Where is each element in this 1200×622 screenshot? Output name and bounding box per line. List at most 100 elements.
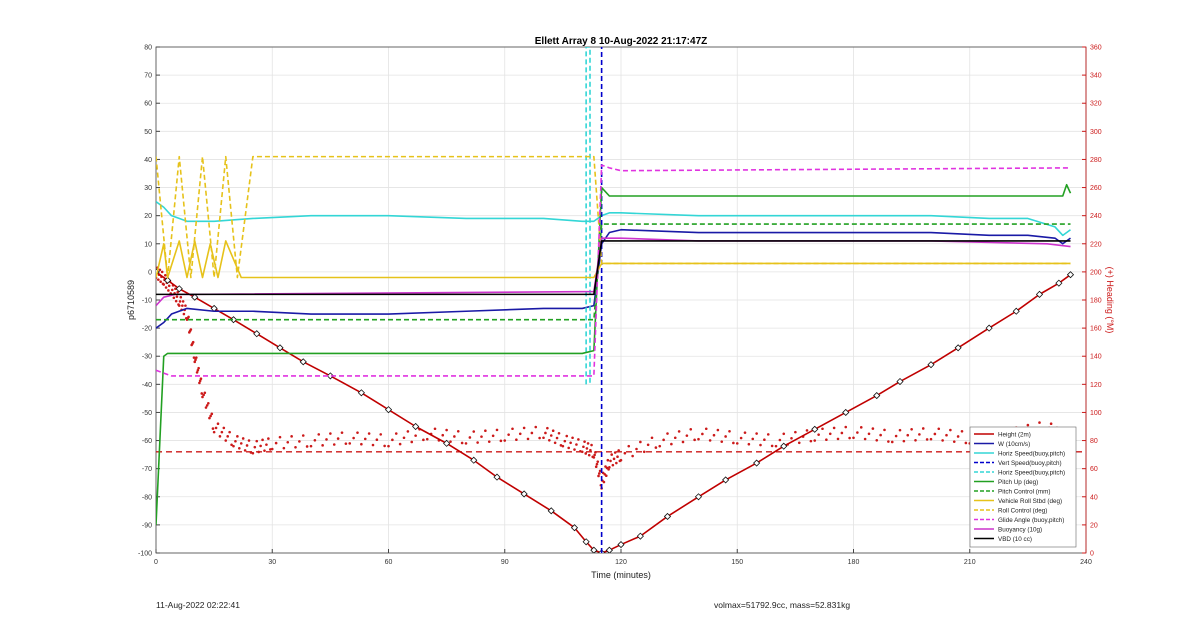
y-tick-label: -40 — [142, 382, 152, 389]
y-right-tick-label: 60 — [1090, 466, 1098, 473]
height-marker — [493, 473, 501, 481]
heading-point — [627, 444, 631, 448]
y-right-tick-label: 200 — [1090, 269, 1102, 276]
heading-point — [805, 429, 809, 432]
heading-point — [241, 437, 245, 440]
x-tick-label: 150 — [731, 559, 743, 566]
heading-point — [228, 430, 231, 434]
heading-point — [167, 284, 171, 288]
heading-point — [732, 441, 735, 445]
heading-point — [197, 366, 200, 370]
heading-point — [313, 438, 317, 442]
heading-point — [673, 436, 677, 440]
heading-point — [879, 433, 882, 437]
heading-point — [592, 456, 596, 459]
heading-point — [871, 427, 875, 430]
legend-label: Glide Angle (buoy,pitch) — [998, 517, 1064, 524]
heading-point — [602, 480, 606, 484]
y-tick-label: -100 — [138, 551, 152, 558]
y-tick-label: -90 — [142, 522, 152, 529]
heading-point — [247, 439, 251, 442]
heading-point — [890, 440, 894, 444]
y-tick-label: 80 — [144, 45, 152, 52]
height-marker — [605, 546, 613, 553]
y-tick-label: -60 — [142, 438, 152, 445]
heading-point — [646, 443, 650, 447]
heading-point — [542, 436, 545, 440]
heading-point — [666, 432, 669, 435]
heading-point — [852, 436, 855, 440]
series-line — [156, 164, 1071, 377]
legend: Height (2m) W (10cm/s) Horiz Speed(buoy,pi… — [969, 426, 1077, 548]
x-tick-label: 210 — [964, 559, 976, 566]
heading-point — [164, 286, 168, 289]
heading-point — [778, 438, 782, 442]
heading-point — [596, 460, 600, 463]
heading-point — [290, 435, 293, 438]
heading-point — [263, 449, 266, 452]
height-marker — [357, 389, 365, 397]
heading-point — [689, 428, 693, 431]
heading-point — [565, 434, 569, 438]
heading-point — [956, 435, 960, 438]
heading-point — [167, 289, 170, 292]
heading-point — [739, 436, 743, 440]
heading-point — [720, 440, 724, 443]
plot-area — [156, 47, 1086, 553]
heading-point — [1049, 422, 1053, 425]
height-marker — [470, 456, 478, 464]
heading-point — [582, 445, 585, 449]
heading-point — [526, 437, 530, 441]
heading-point — [239, 442, 243, 445]
heading-point — [267, 437, 270, 440]
heading-point — [587, 453, 591, 457]
heading-point — [1026, 423, 1030, 427]
heading-point — [712, 433, 716, 437]
heading-point — [910, 428, 913, 431]
heading-point — [422, 438, 425, 442]
heading-point — [402, 436, 406, 440]
heading-point — [294, 446, 297, 449]
heading-point — [735, 442, 739, 445]
heading-point — [704, 427, 708, 431]
heading-point — [575, 443, 578, 446]
height-marker — [1066, 271, 1075, 279]
height-marker — [276, 344, 284, 352]
heading-point — [677, 430, 681, 433]
heading-point — [597, 474, 600, 478]
heading-point — [832, 426, 836, 430]
heading-point — [595, 462, 599, 466]
y-tick-label: 60 — [144, 101, 152, 108]
heading-point — [387, 444, 390, 448]
y-tick-label: -80 — [142, 494, 152, 501]
y-right-tick-label: 220 — [1090, 241, 1102, 248]
heading-point — [210, 412, 214, 416]
heading-point — [348, 442, 352, 445]
heading-point — [619, 458, 623, 462]
y-tick-label: 0 — [148, 269, 152, 276]
legend-label: Horiz Speed(buoy,pitch) — [998, 451, 1065, 458]
heading-point — [821, 427, 824, 431]
heading-point — [187, 315, 190, 319]
heading-point — [211, 427, 215, 430]
heading-point — [538, 436, 541, 440]
heading-point — [170, 288, 174, 292]
heading-point — [589, 448, 592, 452]
heading-point — [286, 440, 290, 444]
heading-point — [301, 434, 305, 437]
heading-point — [222, 426, 226, 430]
heading-point — [728, 429, 731, 433]
heading-point — [181, 304, 184, 307]
x-tick-label: 30 — [268, 559, 276, 566]
heading-point — [747, 442, 751, 446]
height-marker — [985, 324, 993, 332]
heading-point — [329, 432, 332, 435]
heading-point — [875, 438, 879, 442]
heading-point — [759, 443, 762, 447]
heading-point — [159, 280, 162, 284]
height-marker — [412, 422, 420, 431]
heading-point — [261, 438, 264, 442]
heading-point — [586, 442, 590, 445]
series-line — [156, 183, 1072, 525]
heading-point — [770, 444, 774, 448]
